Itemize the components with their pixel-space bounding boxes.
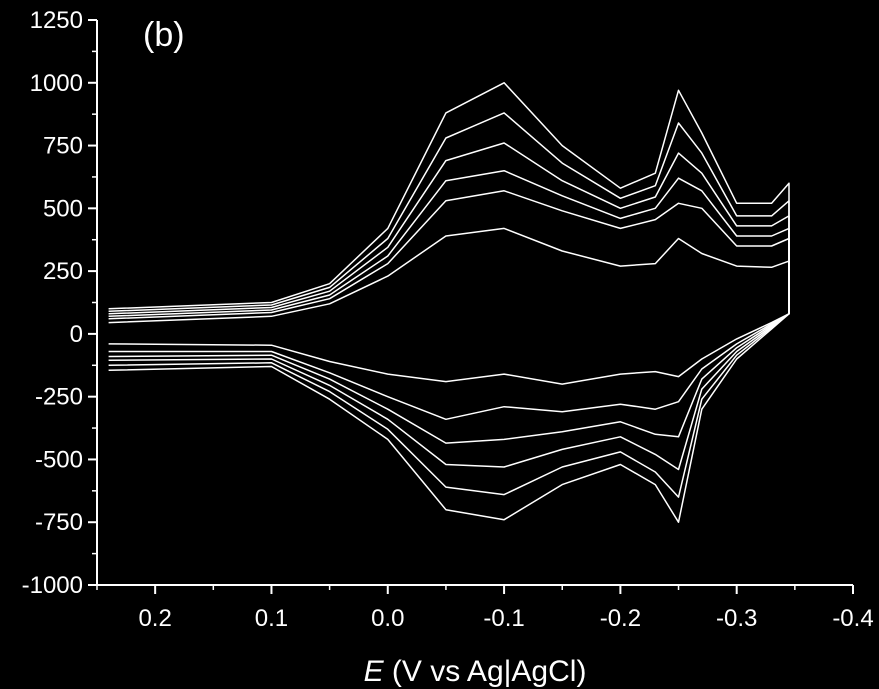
- x-axis-title: E (V vs Ag|AgCl): [364, 655, 587, 688]
- panel-label: (b): [143, 16, 185, 54]
- y-tick-label: -500: [35, 446, 83, 473]
- cv-curve-6: [108, 227, 790, 385]
- x-tick-label: 0.2: [138, 605, 171, 632]
- x-tick-label: -0.2: [600, 605, 641, 632]
- y-tick-label: 1250: [30, 7, 83, 34]
- y-tick-label: -750: [35, 509, 83, 536]
- x-axis-title-text: (V vs Ag|AgCl): [384, 655, 587, 688]
- y-tick-label: 750: [43, 133, 83, 160]
- x-tick-label: 0.0: [371, 605, 404, 632]
- y-tick-label: -1000: [22, 572, 83, 599]
- data-series: [108, 82, 790, 523]
- tick-marks: [88, 19, 854, 594]
- y-tick-label: -250: [35, 384, 83, 411]
- x-tick-label: -0.4: [832, 605, 873, 632]
- x-tick-label: -0.3: [716, 605, 757, 632]
- x-axis-title-symbol: E: [364, 655, 385, 688]
- x-tick-label: 0.1: [255, 605, 288, 632]
- x-tick-label: -0.1: [483, 605, 524, 632]
- y-tick-label: 250: [43, 258, 83, 285]
- y-tick-label: 500: [43, 195, 83, 222]
- y-tick-label: 1000: [30, 70, 83, 97]
- y-tick-label: 0: [70, 321, 83, 348]
- tick-labels: 1250 1000 750 500 250 0 -250 -500 -750 -1000 0.2 0.…: [22, 7, 874, 632]
